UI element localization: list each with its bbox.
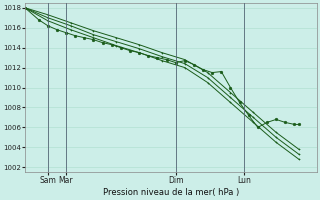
X-axis label: Pression niveau de la mer( hPa ): Pression niveau de la mer( hPa ) <box>103 188 239 197</box>
